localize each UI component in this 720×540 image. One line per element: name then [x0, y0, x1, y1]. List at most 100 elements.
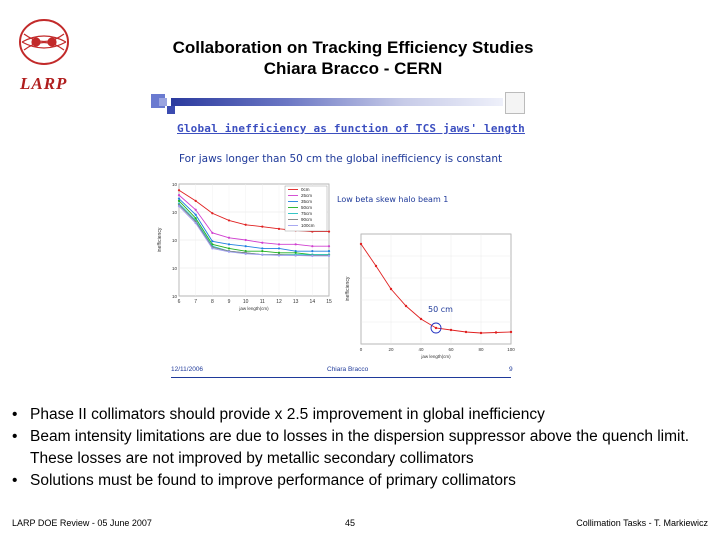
figure-date: 12/11/2006	[171, 366, 204, 373]
slide-title: Collaboration on Tracking Efficiency Stu…	[100, 37, 606, 79]
series-line	[178, 198, 329, 252]
legend-label: 35cm	[301, 199, 312, 204]
data-point	[244, 250, 247, 253]
data-point	[244, 223, 247, 226]
y-axis-label: inefficiency	[345, 276, 351, 301]
title-line-1: Collaboration on Tracking Efficiency Stu…	[172, 38, 534, 57]
data-point	[294, 243, 297, 246]
data-point	[327, 230, 331, 233]
data-point	[327, 254, 331, 258]
figure-heading: Global inefficiency as function of TCS j…	[177, 122, 525, 135]
data-point	[434, 326, 438, 330]
x-axis-label: jaw length(cm)	[238, 306, 269, 311]
plot-area	[360, 233, 512, 345]
legend-label: 0cm	[301, 187, 310, 192]
y-tick-label: 10	[172, 182, 178, 187]
data-point	[227, 247, 231, 250]
data-point	[211, 247, 214, 250]
footer-left: LARP DOE Review - 05 June 2007	[12, 518, 152, 528]
data-point	[389, 287, 393, 291]
data-point	[294, 251, 297, 254]
y-tick-label: 10	[172, 210, 178, 215]
x-tick-label: 6	[178, 299, 181, 305]
x-tick-label: 12	[276, 299, 282, 305]
legend-label: 100cm	[301, 223, 315, 228]
data-point	[277, 243, 281, 246]
data-point	[374, 264, 378, 268]
data-point	[277, 254, 281, 257]
data-point	[244, 252, 247, 255]
data-point	[311, 250, 314, 253]
figure-page-number: 9	[509, 366, 513, 373]
x-tick-label: 0	[360, 347, 363, 352]
data-point	[244, 238, 247, 242]
logo-text: LARP	[20, 74, 68, 93]
x-axis-label: jaw length(cm)	[420, 354, 451, 359]
data-point	[277, 251, 281, 254]
legend-label: 25cm	[301, 193, 312, 198]
data-point	[449, 328, 453, 332]
series-line	[178, 200, 329, 256]
bullet-icon: •	[12, 472, 18, 489]
data-point	[194, 222, 197, 225]
data-point	[227, 250, 231, 253]
data-point	[311, 245, 314, 248]
figure-subheading: For jaws longer than 50 cm the global in…	[179, 153, 503, 165]
bullet-text: Solutions must be found to improve perfo…	[30, 472, 516, 489]
data-point	[327, 250, 331, 253]
figure-author: Chiara Bracco	[327, 366, 369, 373]
data-point	[227, 236, 231, 239]
data-point	[227, 243, 231, 246]
data-point	[404, 304, 408, 308]
data-point	[211, 240, 214, 243]
x-tick-label: 15	[326, 299, 332, 305]
bullet-text: Phase II collimators should provide x 2.…	[30, 406, 545, 423]
data-point	[294, 250, 297, 253]
bullet-icon: •	[12, 406, 18, 423]
data-point	[464, 330, 468, 334]
figure-square-icon	[167, 106, 175, 114]
y-tick-label: 10	[172, 238, 178, 243]
figure-square-icon	[159, 98, 167, 106]
annotation-label: 50 cm	[428, 305, 453, 314]
data-point	[194, 213, 197, 216]
x-tick-label: 14	[310, 299, 316, 305]
data-point	[277, 227, 281, 230]
chart-title: Low beta skew halo beam 1	[337, 195, 448, 204]
y-axis-label: inefficiency	[157, 227, 163, 252]
chart-low-beta-skew-halo: Low beta skew halo beam 1 0 20 40 60 80 100 jaw…	[337, 195, 515, 359]
x-tick-label: 20	[388, 347, 394, 352]
data-point	[261, 225, 264, 228]
embedded-slide-figure: Global inefficiency as function of TCS j…	[147, 92, 525, 380]
data-point	[194, 199, 197, 202]
data-point	[479, 331, 483, 335]
data-point	[227, 219, 231, 222]
data-point	[194, 208, 197, 211]
y-tick-label: 10	[172, 294, 178, 299]
legend-label: 90cm	[301, 217, 312, 222]
data-point	[261, 253, 264, 256]
data-point	[261, 247, 264, 250]
data-point	[261, 241, 264, 244]
bullet-icon: •	[12, 428, 18, 445]
data-point	[359, 242, 363, 246]
annotation-circle	[430, 322, 442, 334]
legend-label: 75cm	[301, 211, 312, 216]
data-point	[244, 245, 247, 248]
x-tick-label: 10	[243, 299, 249, 305]
legend-label: 50cm	[301, 205, 312, 210]
figure-top-bar	[147, 92, 503, 114]
bullet-list: • Phase II collimators should provide x 2…	[10, 404, 710, 492]
data-point	[177, 197, 181, 200]
data-point	[177, 189, 181, 192]
x-tick-label: 11	[260, 299, 265, 305]
data-point	[194, 217, 197, 220]
y-tick-label: 10	[172, 266, 178, 271]
x-tick-label: 13	[293, 299, 299, 305]
larp-emblem-icon	[19, 19, 69, 65]
data-point	[177, 199, 181, 202]
title-line-2: Chiara Bracco - CERN	[263, 59, 443, 78]
data-point	[211, 231, 214, 234]
x-tick-label: 8	[211, 299, 214, 305]
